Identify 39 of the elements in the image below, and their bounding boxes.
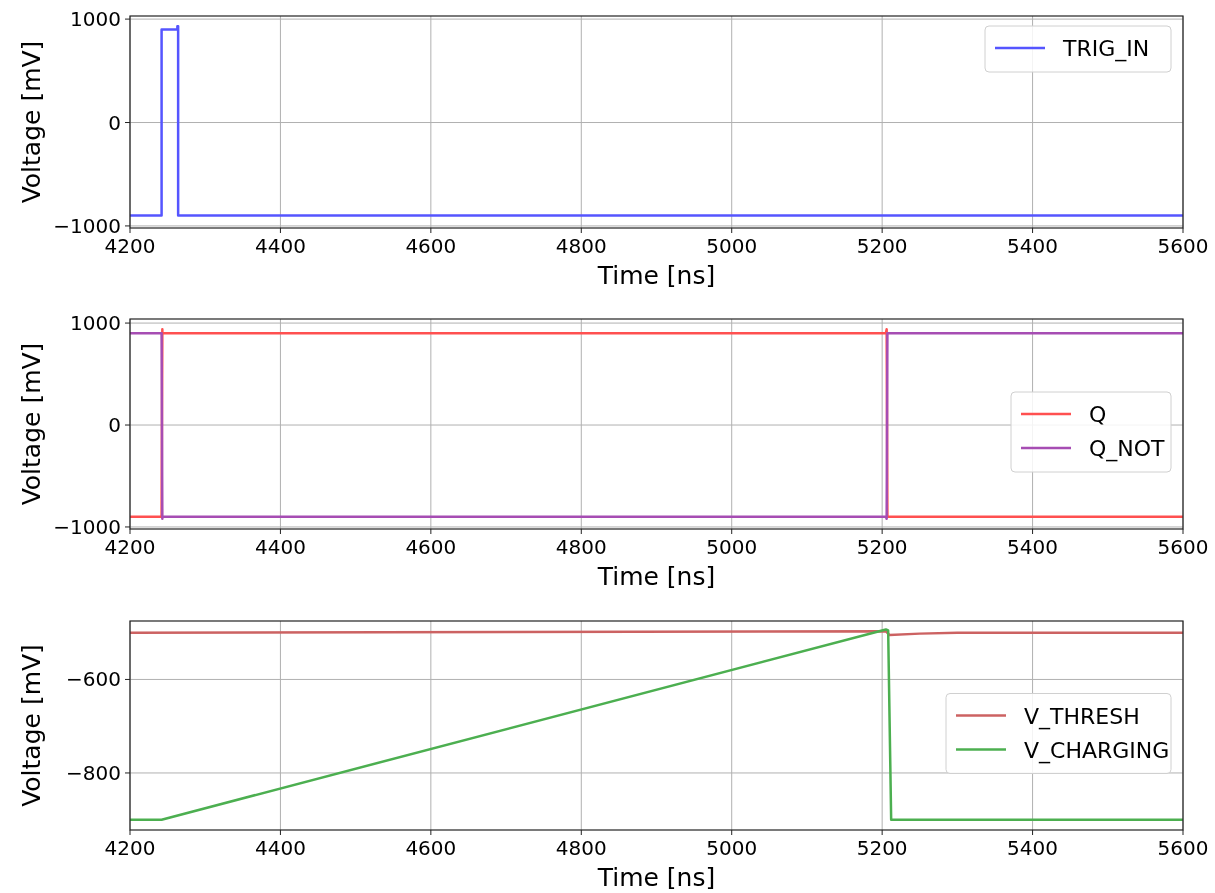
x-tick-label: 4400	[254, 836, 306, 860]
legend-label: V_THRESH	[1024, 703, 1140, 730]
x-tick-label: 5200	[856, 836, 908, 860]
x-tick-label: 4400	[254, 234, 306, 258]
y-tick-label: 1000	[70, 7, 121, 32]
legend-label: V_CHARGING	[1024, 737, 1170, 764]
x-tick-label: 4800	[555, 535, 607, 559]
x-tick-label: 5400	[1007, 836, 1059, 860]
x-tick-label: 4200	[104, 836, 156, 860]
y-axis-title: Voltage [mV]	[17, 40, 46, 204]
x-tick-label: 5000	[706, 836, 758, 860]
x-tick-label: 5200	[856, 234, 908, 258]
x-tick-label: 5200	[856, 535, 908, 559]
x-tick-label: 5000	[706, 535, 758, 559]
y-axis-title: Voltage [mV]	[17, 644, 46, 807]
x-axis-title: Time [ns]	[596, 863, 716, 892]
x-tick-label: 4600	[405, 836, 457, 860]
y-tick-label: 0	[108, 110, 121, 135]
x-tick-label: 5600	[1157, 234, 1209, 258]
y-tick-label: 1000	[70, 311, 121, 336]
y-tick-label: 0	[108, 413, 121, 438]
x-tick-label: 5000	[706, 234, 758, 258]
legend-label: TRIG_IN	[1062, 36, 1150, 62]
x-tick-label: 4600	[405, 234, 457, 258]
x-tick-label: 4600	[405, 535, 457, 559]
x-tick-label: 5400	[1007, 234, 1059, 258]
x-tick-label: 4800	[555, 234, 607, 258]
x-tick-label: 4800	[555, 836, 607, 860]
x-tick-label: 5400	[1007, 535, 1059, 559]
x-axis-title: Time [ns]	[596, 261, 716, 290]
x-tick-label: 4400	[254, 535, 306, 559]
x-axis-title: Time [ns]	[596, 562, 716, 591]
x-tick-label: 5600	[1157, 836, 1209, 860]
legend-label: Q	[1089, 402, 1107, 427]
y-axis-title: Voltage [mV]	[17, 342, 46, 506]
legend-label: Q_NOT	[1089, 436, 1166, 462]
y-tick-label: −800	[66, 760, 121, 785]
x-tick-label: 5600	[1157, 535, 1209, 559]
y-tick-label: −600	[66, 667, 121, 692]
